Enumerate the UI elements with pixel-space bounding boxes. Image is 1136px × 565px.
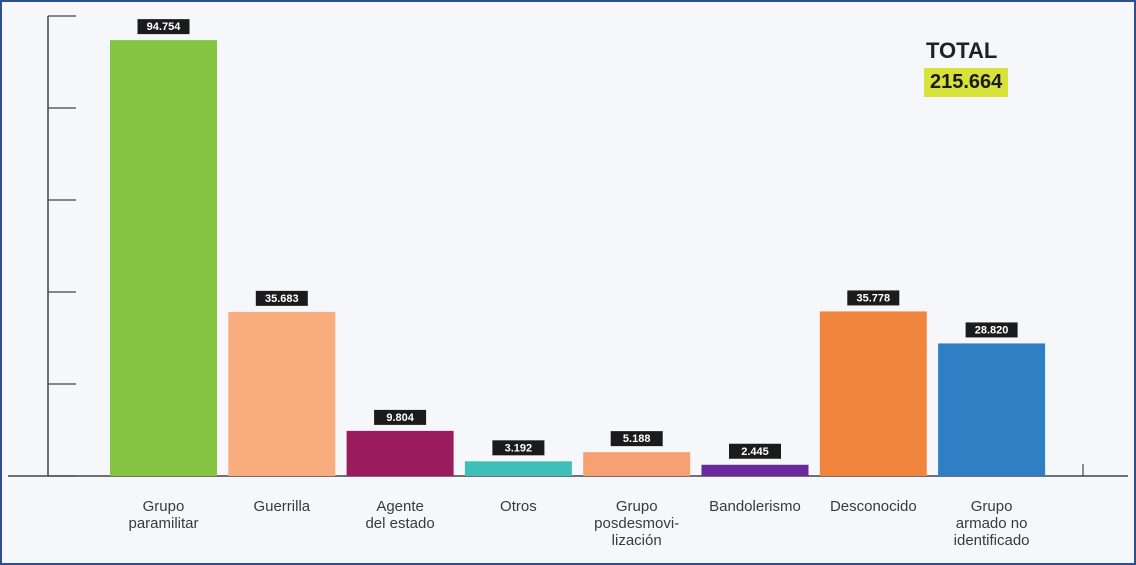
bar-otros xyxy=(464,461,572,476)
value-label: 28.820 xyxy=(975,324,1009,336)
value-label-box xyxy=(729,443,781,459)
value-label: 2.445 xyxy=(741,446,769,458)
bar-grupo-armado-no-identificado xyxy=(938,343,1046,476)
category-label-grupo-armado-no-identificado: Grupo armado no identificado xyxy=(954,498,1030,549)
value-label: 5.188 xyxy=(623,433,651,445)
value-label-box xyxy=(137,19,190,35)
category-label-grupo-paramilitar: Grupo paramilitar xyxy=(128,498,198,532)
value-label-box xyxy=(965,322,1018,338)
value-label: 94.754 xyxy=(147,21,182,33)
bar-grupo-posdesmovi-lizaci-n xyxy=(583,452,691,476)
bar-agente-del-estado xyxy=(346,430,454,476)
bar-bandolerismo xyxy=(701,464,809,476)
value-label-box xyxy=(847,290,900,306)
value-label-box xyxy=(374,409,427,425)
value-label-box xyxy=(255,290,308,306)
category-label-desconocido: Desconocido xyxy=(830,498,917,515)
category-label-otros: Otros xyxy=(500,498,537,515)
category-label-bandolerismo: Bandolerismo xyxy=(709,498,801,515)
value-label: 35.683 xyxy=(265,293,299,305)
bar-grupo-paramilitar xyxy=(110,40,217,477)
value-label-box xyxy=(492,440,545,456)
category-label-guerrilla: Guerrilla xyxy=(253,498,310,515)
value-label: 35.778 xyxy=(856,292,890,304)
value-label: 3.192 xyxy=(505,442,533,454)
bar-desconocido xyxy=(819,311,927,476)
value-label: 9.804 xyxy=(386,412,414,424)
total-label: TOTAL xyxy=(926,38,998,63)
value-label-box xyxy=(610,431,663,447)
category-label-grupo-posdesmovi-lizaci-n: Grupo posdesmovi-lización xyxy=(594,498,679,549)
category-label-agente-del-estado: Agente del estado xyxy=(365,498,434,532)
bar-guerrilla xyxy=(228,311,336,476)
total-value: 215.664 xyxy=(924,68,1009,97)
